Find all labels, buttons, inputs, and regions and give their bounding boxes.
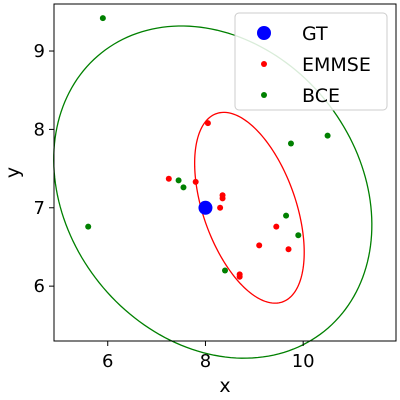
legend-label-bce: BCE xyxy=(302,85,340,107)
legend: GT EMMSE BCE xyxy=(234,12,388,111)
y-tick-label: 9 xyxy=(34,41,45,62)
point-bce-3 xyxy=(175,177,182,184)
legend-label-gt: GT xyxy=(302,23,328,45)
point-emmse-10 xyxy=(236,273,243,280)
point-bce-2 xyxy=(287,140,294,147)
y-axis-label: y xyxy=(2,167,24,178)
plot-frame xyxy=(53,3,397,342)
point-bce-8 xyxy=(222,267,228,274)
point-emmse-6 xyxy=(273,223,280,230)
point-bce-7 xyxy=(85,223,92,230)
x-axis-label: x xyxy=(219,375,230,397)
point-emmse-8 xyxy=(285,246,292,253)
point-emmse-5 xyxy=(217,204,224,211)
point-emmse-4 xyxy=(219,195,226,202)
point-bce-5 xyxy=(283,212,290,219)
legend-label-emmse: EMMSE xyxy=(302,54,371,76)
x-tick-label: 8 xyxy=(200,351,211,372)
point-gt-0 xyxy=(198,200,213,215)
legend-marker-gt xyxy=(257,26,271,40)
point-bce-6 xyxy=(295,232,302,239)
point-bce-4 xyxy=(180,184,187,191)
ticks-layer: 6 8 10 6 7 8 9 xyxy=(34,41,315,372)
points-layer xyxy=(85,15,331,280)
point-emmse-0 xyxy=(204,120,211,127)
y-tick-label: 8 xyxy=(34,119,45,140)
x-tick-label: 10 xyxy=(292,351,315,372)
y-tick-label: 7 xyxy=(34,198,45,219)
point-bce-1 xyxy=(324,132,331,139)
x-tick-label: 6 xyxy=(102,351,113,372)
point-emmse-7 xyxy=(256,242,263,249)
point-emmse-1 xyxy=(165,175,172,182)
legend-box xyxy=(234,12,388,111)
y-tick-label: 6 xyxy=(34,276,45,297)
ellipse-emmse xyxy=(193,111,305,304)
legend-marker-emmse xyxy=(261,61,267,67)
point-emmse-2 xyxy=(192,178,199,185)
legend-marker-bce xyxy=(261,92,267,98)
point-bce-0 xyxy=(99,15,106,22)
